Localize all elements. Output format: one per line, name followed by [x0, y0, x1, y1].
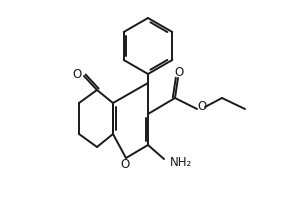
Text: O: O: [174, 67, 184, 79]
Text: NH₂: NH₂: [170, 156, 192, 168]
Text: O: O: [120, 159, 130, 172]
Text: O: O: [72, 67, 82, 81]
Text: O: O: [197, 100, 207, 113]
